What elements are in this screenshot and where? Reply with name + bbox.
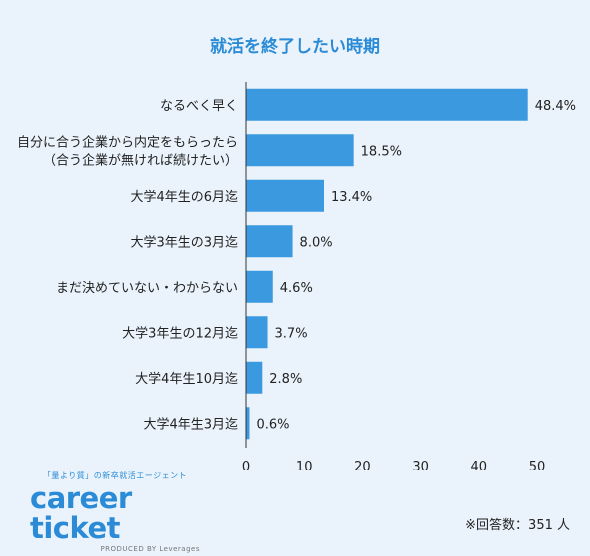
value-label-6: 3.7%: [275, 326, 308, 341]
category-label-3: 大学4年生の6月迄: [130, 189, 238, 205]
x-tick-label-0: 0: [242, 460, 250, 470]
career-ticket-logo: 「量より質」の新卒就活エージェント career ticket PRODUCED…: [30, 470, 200, 553]
category-label-1: なるべく早く: [160, 99, 238, 114]
value-label-8: 0.6%: [256, 417, 289, 432]
bar-4: [246, 225, 293, 258]
bar-5: [246, 270, 273, 303]
value-label-1: 48.4%: [535, 99, 576, 114]
x-tick-label-30: 30: [412, 460, 429, 470]
respondent-count: ※回答数：351 人: [465, 518, 570, 533]
value-label-2: 18.5%: [361, 144, 402, 159]
bar-3: [246, 179, 324, 212]
x-tick-label-50: 50: [529, 460, 546, 470]
category-label-7: 大学4年生10月迄: [135, 371, 238, 387]
category-label-2: 自分に合う企業から内定をもらったら（合う企業が無ければ続けたい）: [17, 134, 238, 168]
logo-wordmark: career ticket: [30, 481, 132, 545]
category-label-5: まだ決めていない・わからない: [56, 281, 238, 296]
bar-1: [246, 88, 528, 121]
value-label-3: 13.4%: [331, 190, 372, 205]
value-labels-group: 48.4% 18.5% 13.4% 8.0% 4.6% 3.7% 2.8% 0.6%: [256, 99, 576, 433]
bar-7: [246, 361, 263, 394]
category-label-4: 大学3年生の3月迄: [130, 234, 238, 250]
category-label-6: 大学3年生の12月迄: [122, 325, 238, 341]
chart-title: 就活を終了したい時期: [210, 37, 380, 57]
bars-group: [246, 88, 528, 440]
bar-8: [246, 407, 250, 440]
x-tick-label-20: 20: [354, 460, 371, 470]
category-label-8: 大学4年生3月迄: [143, 416, 238, 432]
x-tick-label-40: 40: [471, 460, 488, 470]
bar-2: [246, 134, 354, 167]
value-label-5: 4.6%: [280, 281, 313, 296]
value-label-4: 8.0%: [300, 235, 333, 250]
x-tick-label-10: 10: [296, 460, 313, 470]
x-axis-ticks-group: 0 10 20 30 40 50: [242, 460, 545, 470]
logo-tagline: 「量より質」の新卒就活エージェント: [42, 471, 188, 480]
value-label-7: 2.8%: [269, 372, 302, 387]
logo-produced-by: PRODUCED BY Leverages: [100, 545, 200, 553]
bar-6: [246, 316, 268, 349]
